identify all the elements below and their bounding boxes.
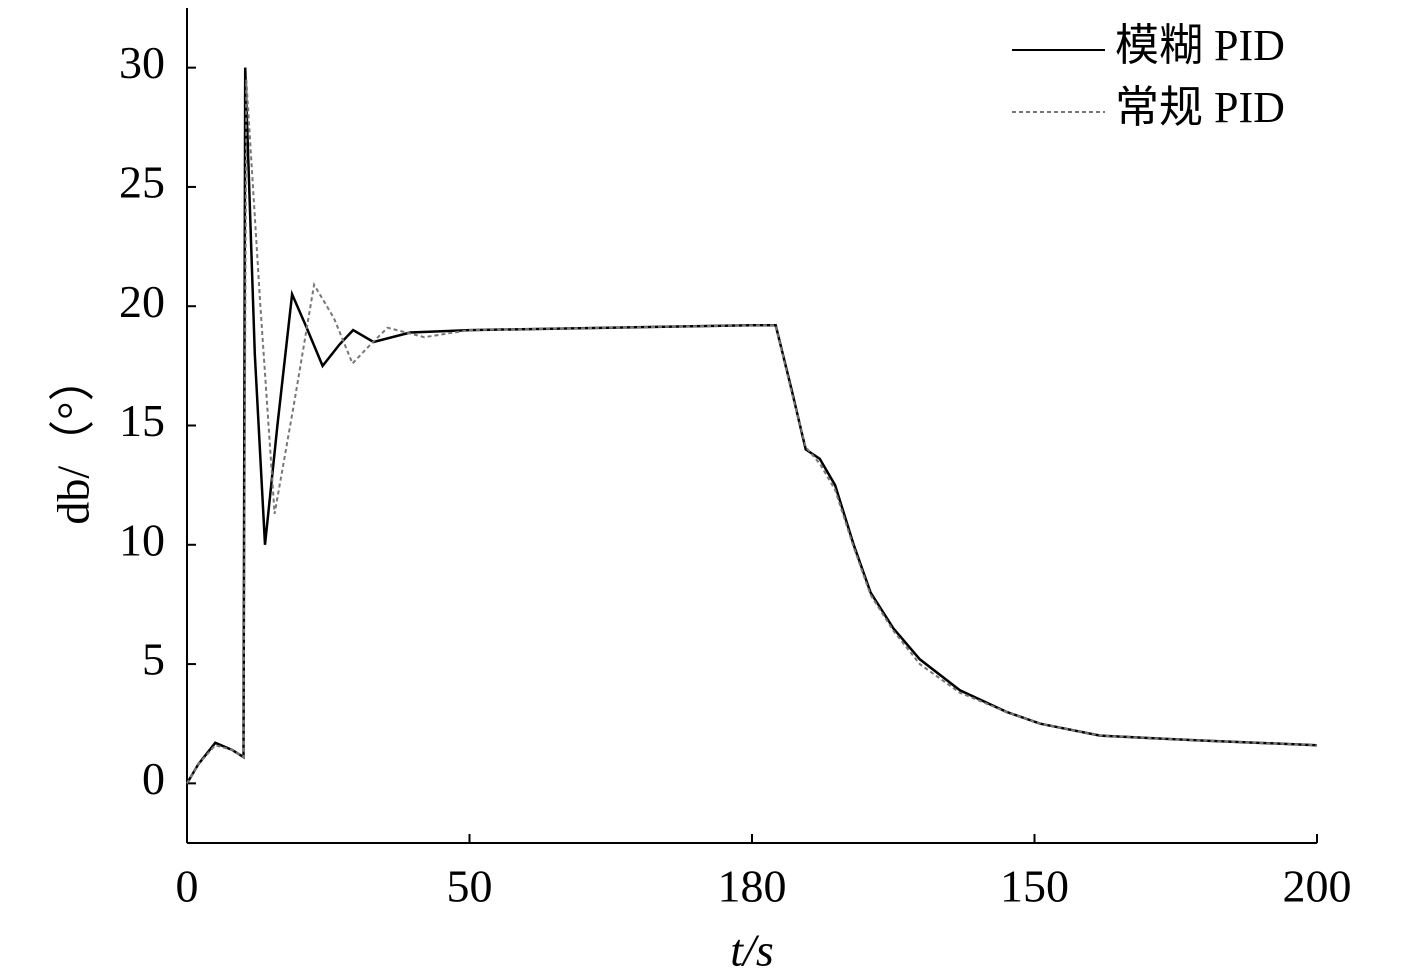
x-tick-label: 0 <box>176 861 199 912</box>
y-tick-label: 30 <box>119 37 165 88</box>
y-axis-label: db/（°） <box>48 355 99 524</box>
y-tick-label: 5 <box>142 634 165 685</box>
x-tick-label: 150 <box>1000 861 1069 912</box>
y-tick-label: 25 <box>119 156 165 207</box>
x-tick-label: 50 <box>447 861 493 912</box>
y-tick-label: 10 <box>119 514 165 565</box>
x-axis-label: t/s <box>730 925 773 976</box>
legend-label: 模糊 PID <box>1115 21 1285 70</box>
y-tick-label: 20 <box>119 276 165 327</box>
y-tick-label: 0 <box>142 753 165 804</box>
x-tick-label: 200 <box>1283 861 1352 912</box>
y-tick-label: 15 <box>119 395 165 446</box>
x-tick-label: 180 <box>718 861 787 912</box>
series-line <box>186 79 1318 784</box>
legend-label: 常规 PID <box>1115 83 1285 132</box>
series-line <box>185 67 1318 785</box>
